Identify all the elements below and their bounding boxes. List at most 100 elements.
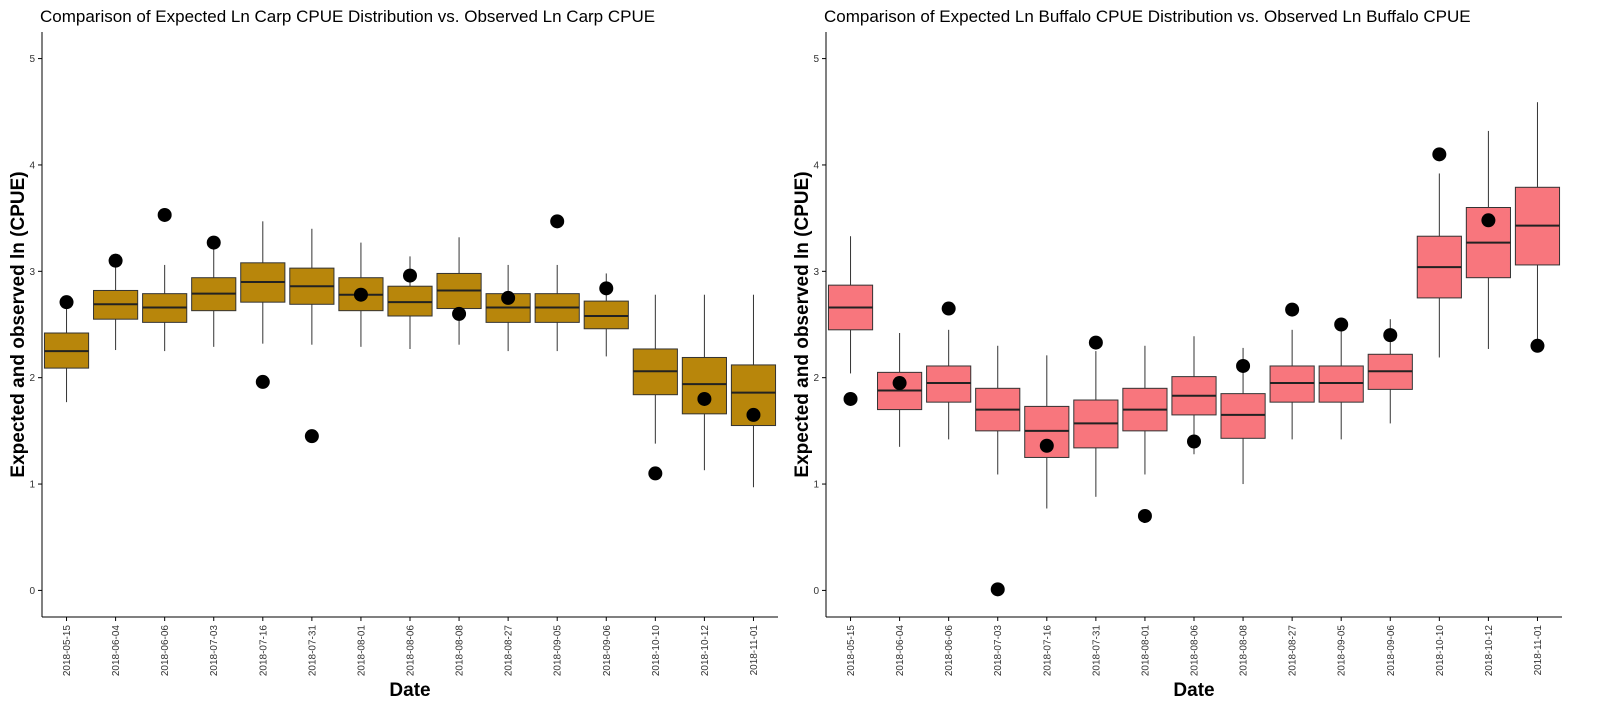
observed-point (1187, 434, 1201, 449)
chart-title: Comparison of Expected Ln Buffalo CPUE D… (824, 7, 1471, 26)
observed-point (599, 281, 614, 296)
chart-panel-1: Comparison of Expected Ln Carp CPUE Dist… (8, 7, 778, 701)
observed-point (353, 287, 368, 302)
box-2018-06-06 (926, 329, 972, 440)
box-2018-10-10 (632, 294, 678, 444)
x-tick-label: 2018-07-16 (1042, 625, 1053, 677)
box-2018-08-01 (1122, 345, 1168, 475)
observed-point (892, 376, 907, 390)
observed-point (1285, 302, 1300, 317)
box-2018-05-15 (827, 236, 874, 374)
x-tick-label: 2018-07-16 (258, 625, 269, 677)
x-tick-label: 2018-10-10 (651, 625, 662, 677)
y-tick-label: 4 (813, 160, 819, 171)
box-2018-07-03 (975, 345, 1021, 475)
x-tick-label: 2018-10-12 (700, 625, 711, 677)
x-tick-label: 2018-07-31 (1091, 625, 1102, 677)
observed-point (255, 374, 270, 389)
box-2018-09-06 (1367, 319, 1413, 424)
observed-point (697, 391, 712, 406)
y-tick-label: 0 (29, 586, 35, 597)
x-tick-label: 2018-09-05 (553, 625, 564, 677)
box-body (1220, 393, 1266, 439)
x-tick-label: 2018-08-08 (455, 625, 466, 677)
chart-panel-2: Comparison of Expected Ln Buffalo CPUE D… (792, 7, 1562, 701)
observed-point (746, 407, 761, 422)
observed-point (1137, 508, 1152, 523)
box-2018-07-31 (289, 228, 335, 345)
observed-point (59, 295, 74, 310)
x-tick-label: 2018-10-10 (1435, 625, 1446, 677)
box-2018-06-04 (93, 267, 139, 351)
box-body (926, 365, 972, 403)
box-body (1318, 365, 1364, 403)
box-2018-07-03 (191, 247, 237, 347)
box-2018-10-10 (1416, 173, 1462, 358)
box-2018-07-16 (240, 221, 286, 344)
x-tick-label: 2018-06-04 (895, 625, 906, 677)
x-tick-label: 2018-08-27 (1288, 625, 1299, 677)
x-tick-label: 2018-08-06 (1190, 625, 1201, 677)
x-axis-label: Date (1173, 680, 1214, 701)
box-body (387, 285, 433, 317)
x-tick-label: 2018-11-01 (1533, 625, 1544, 676)
x-tick-label: 2018-06-06 (160, 625, 171, 677)
observed-point (206, 235, 221, 250)
x-tick-label: 2018-11-01 (749, 625, 760, 676)
y-axis-label: Expected and observed ln (CPUE) (8, 171, 29, 477)
observed-point (1039, 438, 1054, 453)
y-tick-label: 2 (29, 373, 35, 384)
x-tick-label: 2018-09-06 (1386, 625, 1397, 677)
observed-point (403, 268, 417, 283)
x-tick-label: 2018-06-06 (944, 625, 955, 677)
x-tick-label: 2018-07-31 (307, 625, 318, 677)
observed-point (501, 290, 516, 305)
x-tick-label: 2018-08-27 (504, 625, 515, 677)
observed-point (304, 429, 319, 444)
observed-point (550, 214, 565, 229)
box-2018-09-05 (1318, 329, 1364, 440)
observed-point (1481, 213, 1496, 228)
x-tick-label: 2018-06-04 (111, 625, 122, 677)
x-tick-label: 2018-05-15 (62, 625, 73, 677)
x-tick-label: 2018-09-06 (602, 625, 613, 677)
x-tick-label: 2018-10-12 (1484, 625, 1495, 677)
box-2018-10-12 (1465, 130, 1511, 349)
x-tick-label: 2018-08-01 (356, 625, 367, 677)
observed-point (452, 306, 467, 321)
y-tick-label: 1 (29, 480, 35, 491)
observed-point (648, 466, 663, 481)
box-2018-06-06 (142, 264, 188, 352)
x-axis-label: Date (389, 680, 430, 701)
observed-point (1383, 328, 1398, 343)
y-tick-label: 3 (29, 267, 35, 278)
x-tick-label: 2018-09-05 (1337, 625, 1348, 677)
box-2018-07-31 (1073, 351, 1119, 497)
observed-point (108, 253, 123, 268)
y-tick-label: 2 (813, 373, 819, 384)
observed-point (843, 391, 858, 406)
box-2018-07-16 (1024, 355, 1070, 509)
box-2018-05-15 (43, 296, 90, 403)
y-tick-label: 4 (29, 160, 35, 171)
observed-point (1334, 317, 1349, 332)
observed-point (941, 301, 956, 316)
observed-point (1088, 335, 1103, 350)
x-tick-label: 2018-07-03 (209, 625, 220, 677)
observed-point (1432, 147, 1447, 162)
observed-point (990, 582, 1005, 597)
box-body (1269, 365, 1315, 403)
observed-point (1236, 358, 1251, 373)
y-axis-label: Expected and observed ln (CPUE) (792, 171, 813, 477)
box-2018-10-12 (681, 294, 727, 471)
x-tick-label: 2018-05-15 (846, 625, 857, 677)
y-tick-label: 1 (813, 480, 819, 491)
box-2018-11-01 (1514, 102, 1561, 349)
observed-point (157, 207, 172, 222)
box-body (583, 300, 629, 330)
y-tick-label: 5 (29, 54, 35, 65)
y-tick-label: 3 (813, 267, 819, 278)
y-tick-label: 0 (813, 586, 819, 597)
x-tick-label: 2018-08-01 (1140, 625, 1151, 677)
